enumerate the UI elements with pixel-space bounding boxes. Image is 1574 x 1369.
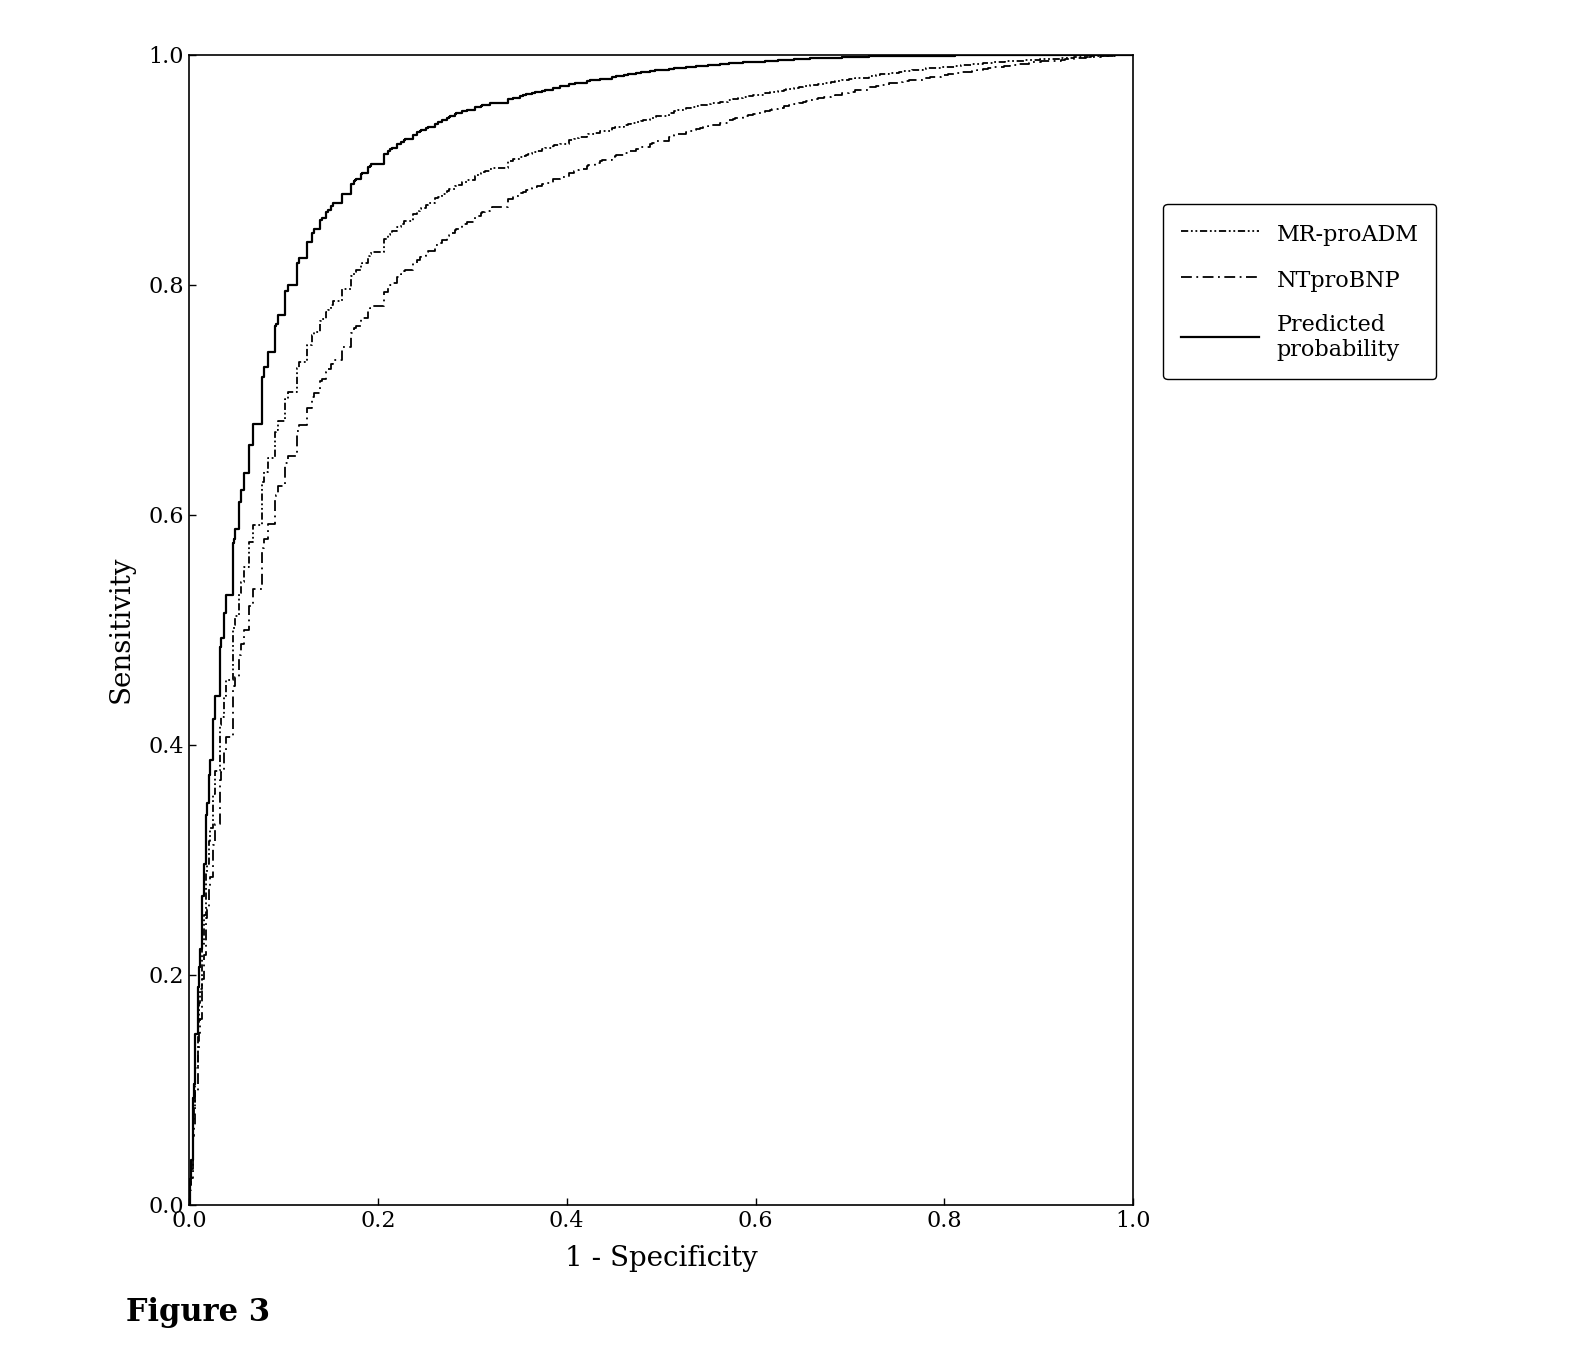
X-axis label: 1 - Specificity: 1 - Specificity — [565, 1246, 757, 1272]
Text: Figure 3: Figure 3 — [126, 1296, 271, 1328]
Legend: MR-proADM, NTproBNP, Predicted
probability: MR-proADM, NTproBNP, Predicted probabili… — [1163, 204, 1437, 379]
Y-axis label: Sensitivity: Sensitivity — [107, 556, 134, 704]
